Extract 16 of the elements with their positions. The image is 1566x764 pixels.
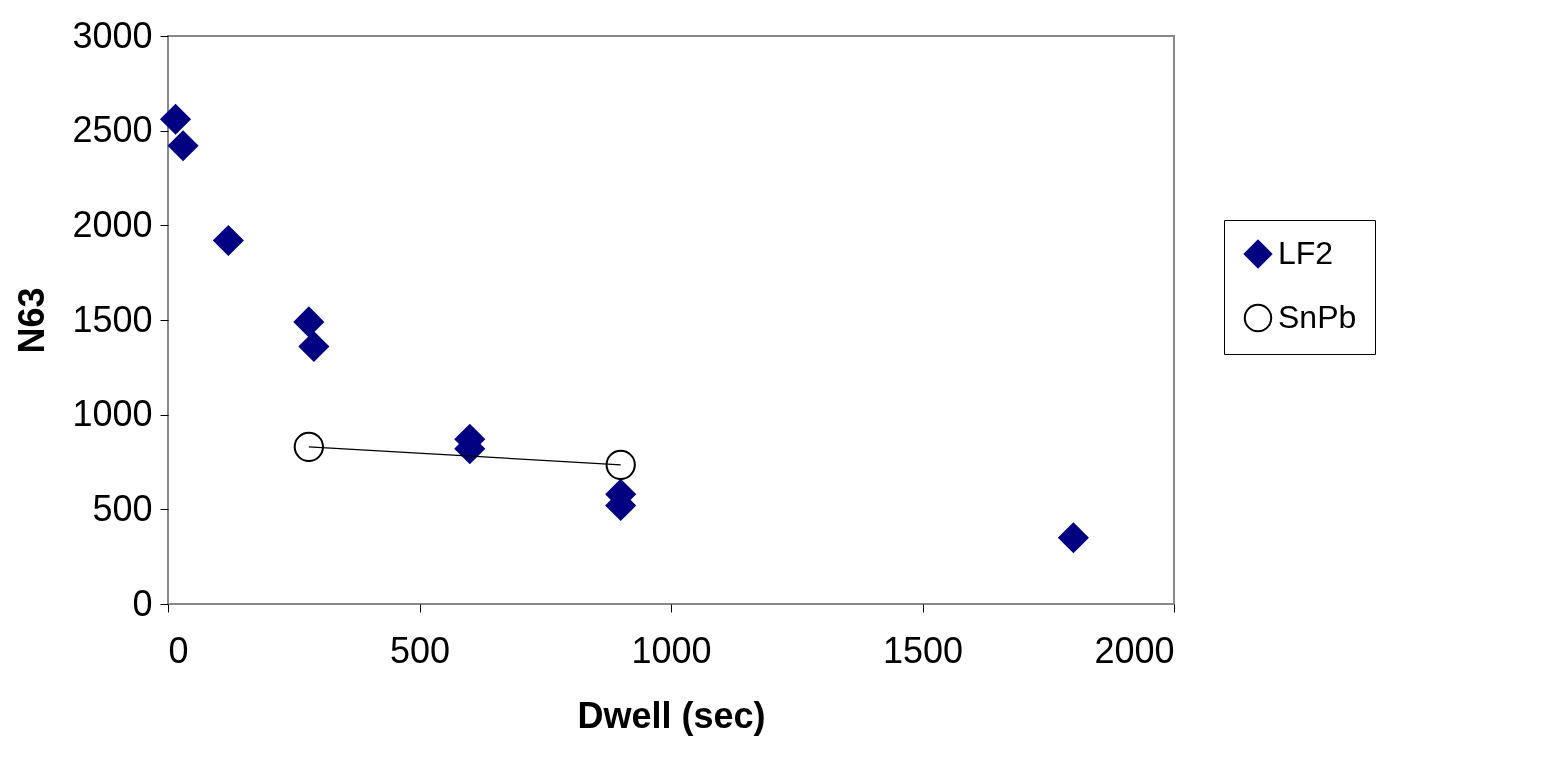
y-tick-label: 2500: [72, 109, 153, 151]
x-axis-title: Dwell (sec): [577, 694, 766, 736]
x-tick-label: 1000: [631, 629, 712, 671]
y-axis-title: N63: [11, 287, 53, 354]
x-tick-label: 1500: [882, 629, 964, 671]
y-tick-label: 1500: [72, 298, 153, 340]
legend-label: LF2: [1278, 235, 1334, 271]
y-tick-label: 3000: [72, 14, 153, 56]
y-tick-label: 2000: [72, 203, 153, 245]
y-tick-label: 1000: [72, 393, 153, 435]
x-tick-label: 2000: [1094, 629, 1175, 671]
y-tick-label: 0: [132, 582, 153, 624]
x-tick-label: 500: [389, 629, 451, 671]
x-tick-label: 0: [168, 629, 189, 671]
y-tick-label: 500: [92, 487, 153, 529]
legend-label: SnPb: [1278, 299, 1357, 335]
